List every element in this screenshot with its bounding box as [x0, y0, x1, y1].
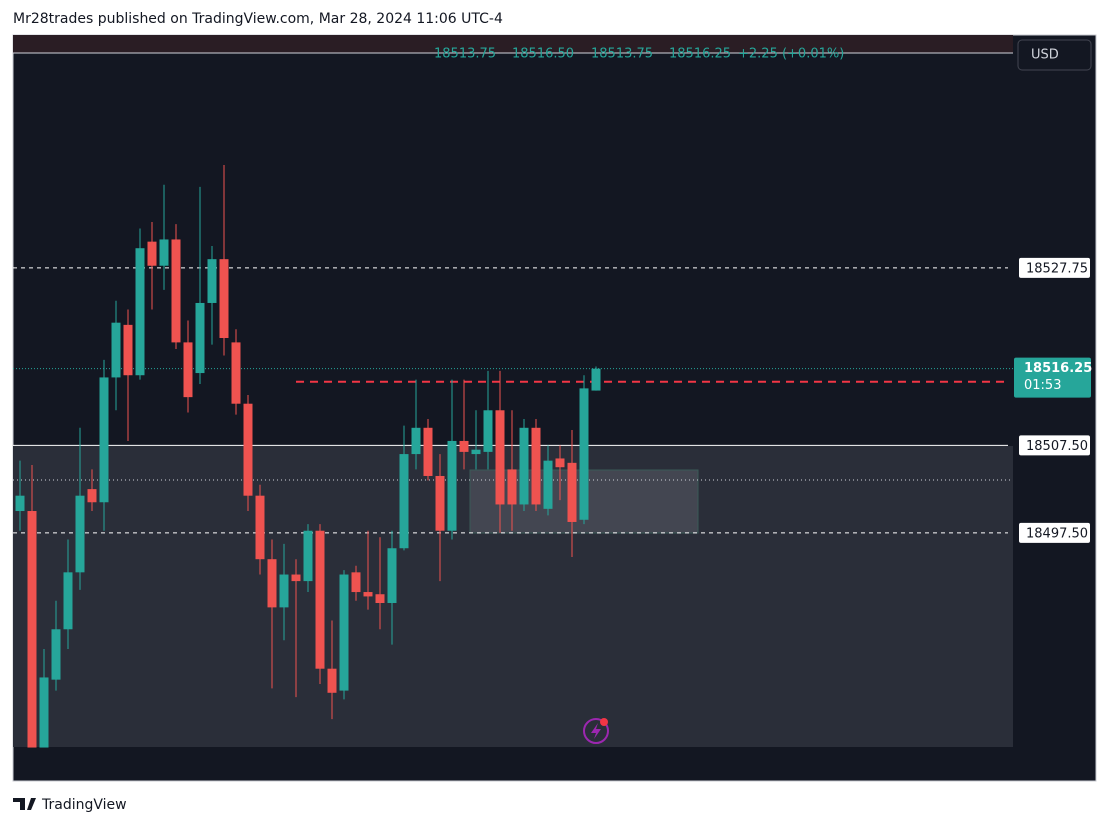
candle-body: [135, 248, 145, 376]
candle-body: [411, 427, 421, 455]
candle-body: [387, 548, 397, 603]
candle-body: [531, 427, 541, 505]
candle-body: [255, 495, 265, 560]
legend-band: [13, 35, 1013, 53]
alert-icon[interactable]: [583, 718, 609, 744]
candle-body: [219, 259, 229, 339]
candle-body: [267, 559, 277, 608]
candle-body: [519, 427, 529, 505]
logo-mark: [13, 798, 36, 810]
candle-body: [351, 572, 361, 593]
candle-body: [507, 469, 517, 505]
footer-brand: TradingView: [41, 797, 127, 813]
candle-body: [303, 530, 313, 582]
candle-body: [87, 489, 97, 503]
candle-body: [27, 511, 37, 748]
candle-body: [327, 668, 337, 693]
candle-body: [471, 449, 481, 455]
candle-body: [195, 302, 205, 374]
candle-body: [483, 410, 493, 452]
candle-body: [75, 495, 85, 573]
candle-body: [291, 574, 301, 582]
candle-body: [435, 475, 445, 531]
last-price-box: [1014, 357, 1091, 398]
level-label-box: [1019, 522, 1090, 543]
candle-body: [363, 592, 373, 597]
level-label-box: [1019, 257, 1090, 278]
candle-body: [447, 440, 457, 531]
candle-body: [207, 259, 217, 303]
candle-body: [123, 324, 133, 376]
legend-open: 18513.75: [434, 47, 496, 62]
legend-high: 18516.50: [512, 47, 574, 62]
candle-body: [591, 368, 601, 391]
icon-bolt: [591, 723, 601, 739]
level-label-box: [1019, 435, 1090, 456]
candle-body: [423, 427, 433, 476]
level-label: 18527.75: [1026, 261, 1088, 276]
candle-body: [579, 388, 589, 520]
candle-body: [39, 677, 49, 748]
legend-close: 18516.25: [669, 47, 731, 62]
candle-body: [495, 410, 505, 505]
candle-body: [147, 241, 157, 266]
level-label: 18497.50: [1026, 526, 1088, 541]
candle-body: [279, 574, 289, 608]
currency: USD: [1031, 48, 1059, 63]
candle-body: [63, 572, 73, 630]
candle-body: [543, 460, 553, 509]
countdown: 01:53: [1024, 378, 1061, 393]
icon-dot: [600, 718, 608, 726]
candle-body: [183, 342, 193, 398]
candle-body: [315, 530, 325, 669]
candle-body: [99, 377, 109, 503]
candle-body: [51, 629, 61, 680]
candle-body: [159, 239, 169, 266]
candle-body: [243, 403, 253, 496]
candle-body: [111, 322, 121, 378]
candle-body: [339, 574, 349, 691]
candle-body: [15, 495, 25, 512]
candle-body: [231, 342, 241, 404]
legend-low: 18513.75: [591, 47, 653, 62]
candle-body: [399, 454, 409, 549]
candle-body: [375, 594, 385, 603]
level-label: 18507.50: [1026, 439, 1088, 454]
publish-header: Mr28trades published on TradingView.com,…: [13, 11, 503, 27]
candle-body: [555, 458, 565, 468]
legend-change: +2.25 (+0.01%): [738, 47, 844, 62]
currency-button[interactable]: [1017, 39, 1092, 71]
footer-logo: TradingView: [13, 797, 127, 813]
last-price-label: 18516.25: [1024, 361, 1092, 376]
candle-body: [171, 239, 181, 343]
candle-body: [459, 440, 469, 452]
candle-body: [567, 462, 577, 522]
